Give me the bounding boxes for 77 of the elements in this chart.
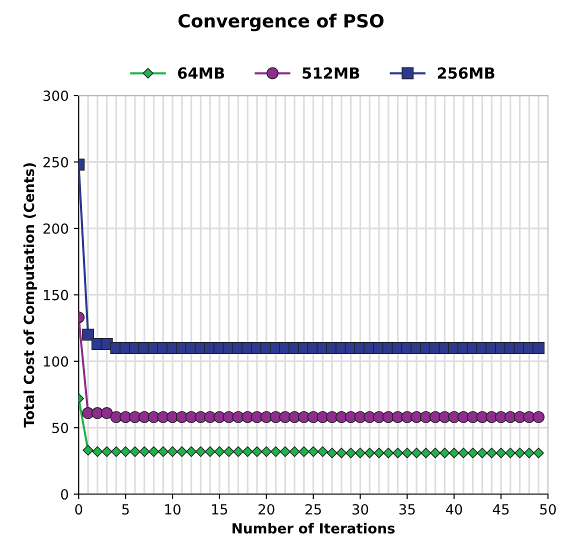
point xyxy=(439,448,450,458)
point xyxy=(392,448,404,458)
point xyxy=(214,446,225,457)
point xyxy=(364,448,375,458)
point xyxy=(505,448,516,458)
y-axis-title: Total Cost of Computation (Cents) xyxy=(23,163,37,428)
point xyxy=(524,448,535,458)
y-tick-label: 50 xyxy=(52,422,68,434)
point xyxy=(411,448,422,458)
point xyxy=(148,446,160,457)
point xyxy=(242,446,253,457)
point xyxy=(280,446,290,457)
point xyxy=(532,342,545,354)
point xyxy=(158,446,168,457)
point xyxy=(176,446,188,457)
point xyxy=(354,448,366,458)
point xyxy=(383,448,394,458)
chart-title: Convergence of PSO xyxy=(178,14,384,32)
point xyxy=(232,446,244,457)
point xyxy=(92,446,103,457)
point xyxy=(204,446,216,457)
legend-label: 256MB xyxy=(438,67,494,79)
point xyxy=(430,448,441,458)
point xyxy=(514,448,526,458)
point xyxy=(186,446,197,457)
point xyxy=(298,446,310,457)
x-tick-label: 50 xyxy=(540,504,556,515)
point xyxy=(468,448,478,458)
point xyxy=(195,446,206,457)
point xyxy=(532,411,545,424)
x-tick-label: 35 xyxy=(399,504,415,515)
point xyxy=(139,446,150,457)
y-tick-label: 100 xyxy=(44,356,68,367)
x-tick-label: 15 xyxy=(212,504,228,515)
point xyxy=(289,446,300,457)
point xyxy=(402,448,412,458)
point xyxy=(261,446,272,457)
point xyxy=(374,448,384,458)
y-tick-label: 300 xyxy=(44,90,68,102)
point xyxy=(102,446,112,457)
point xyxy=(110,446,122,457)
point xyxy=(458,448,469,458)
point xyxy=(317,446,328,457)
point xyxy=(82,328,94,341)
legend-label: 64MB xyxy=(178,67,224,79)
x-tick-label: 10 xyxy=(165,504,180,515)
y-tick-label: 250 xyxy=(43,156,68,168)
x-tick-label: 40 xyxy=(446,504,462,515)
point xyxy=(336,448,347,458)
point xyxy=(326,448,338,458)
y-tick-label: 200 xyxy=(43,223,68,234)
x-tick-label: 25 xyxy=(305,504,321,515)
point xyxy=(420,448,432,458)
x-tick-label: 0 xyxy=(75,504,82,515)
x-tick-label: 20 xyxy=(258,504,274,515)
point xyxy=(346,448,356,458)
point xyxy=(308,446,319,457)
point xyxy=(100,407,113,420)
point xyxy=(496,448,506,458)
x-tick-label: 5 xyxy=(122,504,129,515)
y-tick-label: 150 xyxy=(44,290,68,300)
point xyxy=(120,446,131,457)
point xyxy=(486,448,497,458)
point xyxy=(167,446,178,457)
point xyxy=(224,446,234,457)
point xyxy=(130,446,140,457)
point xyxy=(448,448,460,458)
x-tick-label: 45 xyxy=(492,504,509,515)
point xyxy=(533,448,544,458)
y-tick-label: 0 xyxy=(61,489,68,500)
point xyxy=(82,444,94,456)
point xyxy=(476,448,488,458)
legend-label: 512MB xyxy=(302,67,360,79)
x-tick-label: 30 xyxy=(352,504,368,515)
x-axis-title: Number of Iterations xyxy=(232,522,395,534)
point xyxy=(252,446,262,457)
point xyxy=(270,446,282,457)
